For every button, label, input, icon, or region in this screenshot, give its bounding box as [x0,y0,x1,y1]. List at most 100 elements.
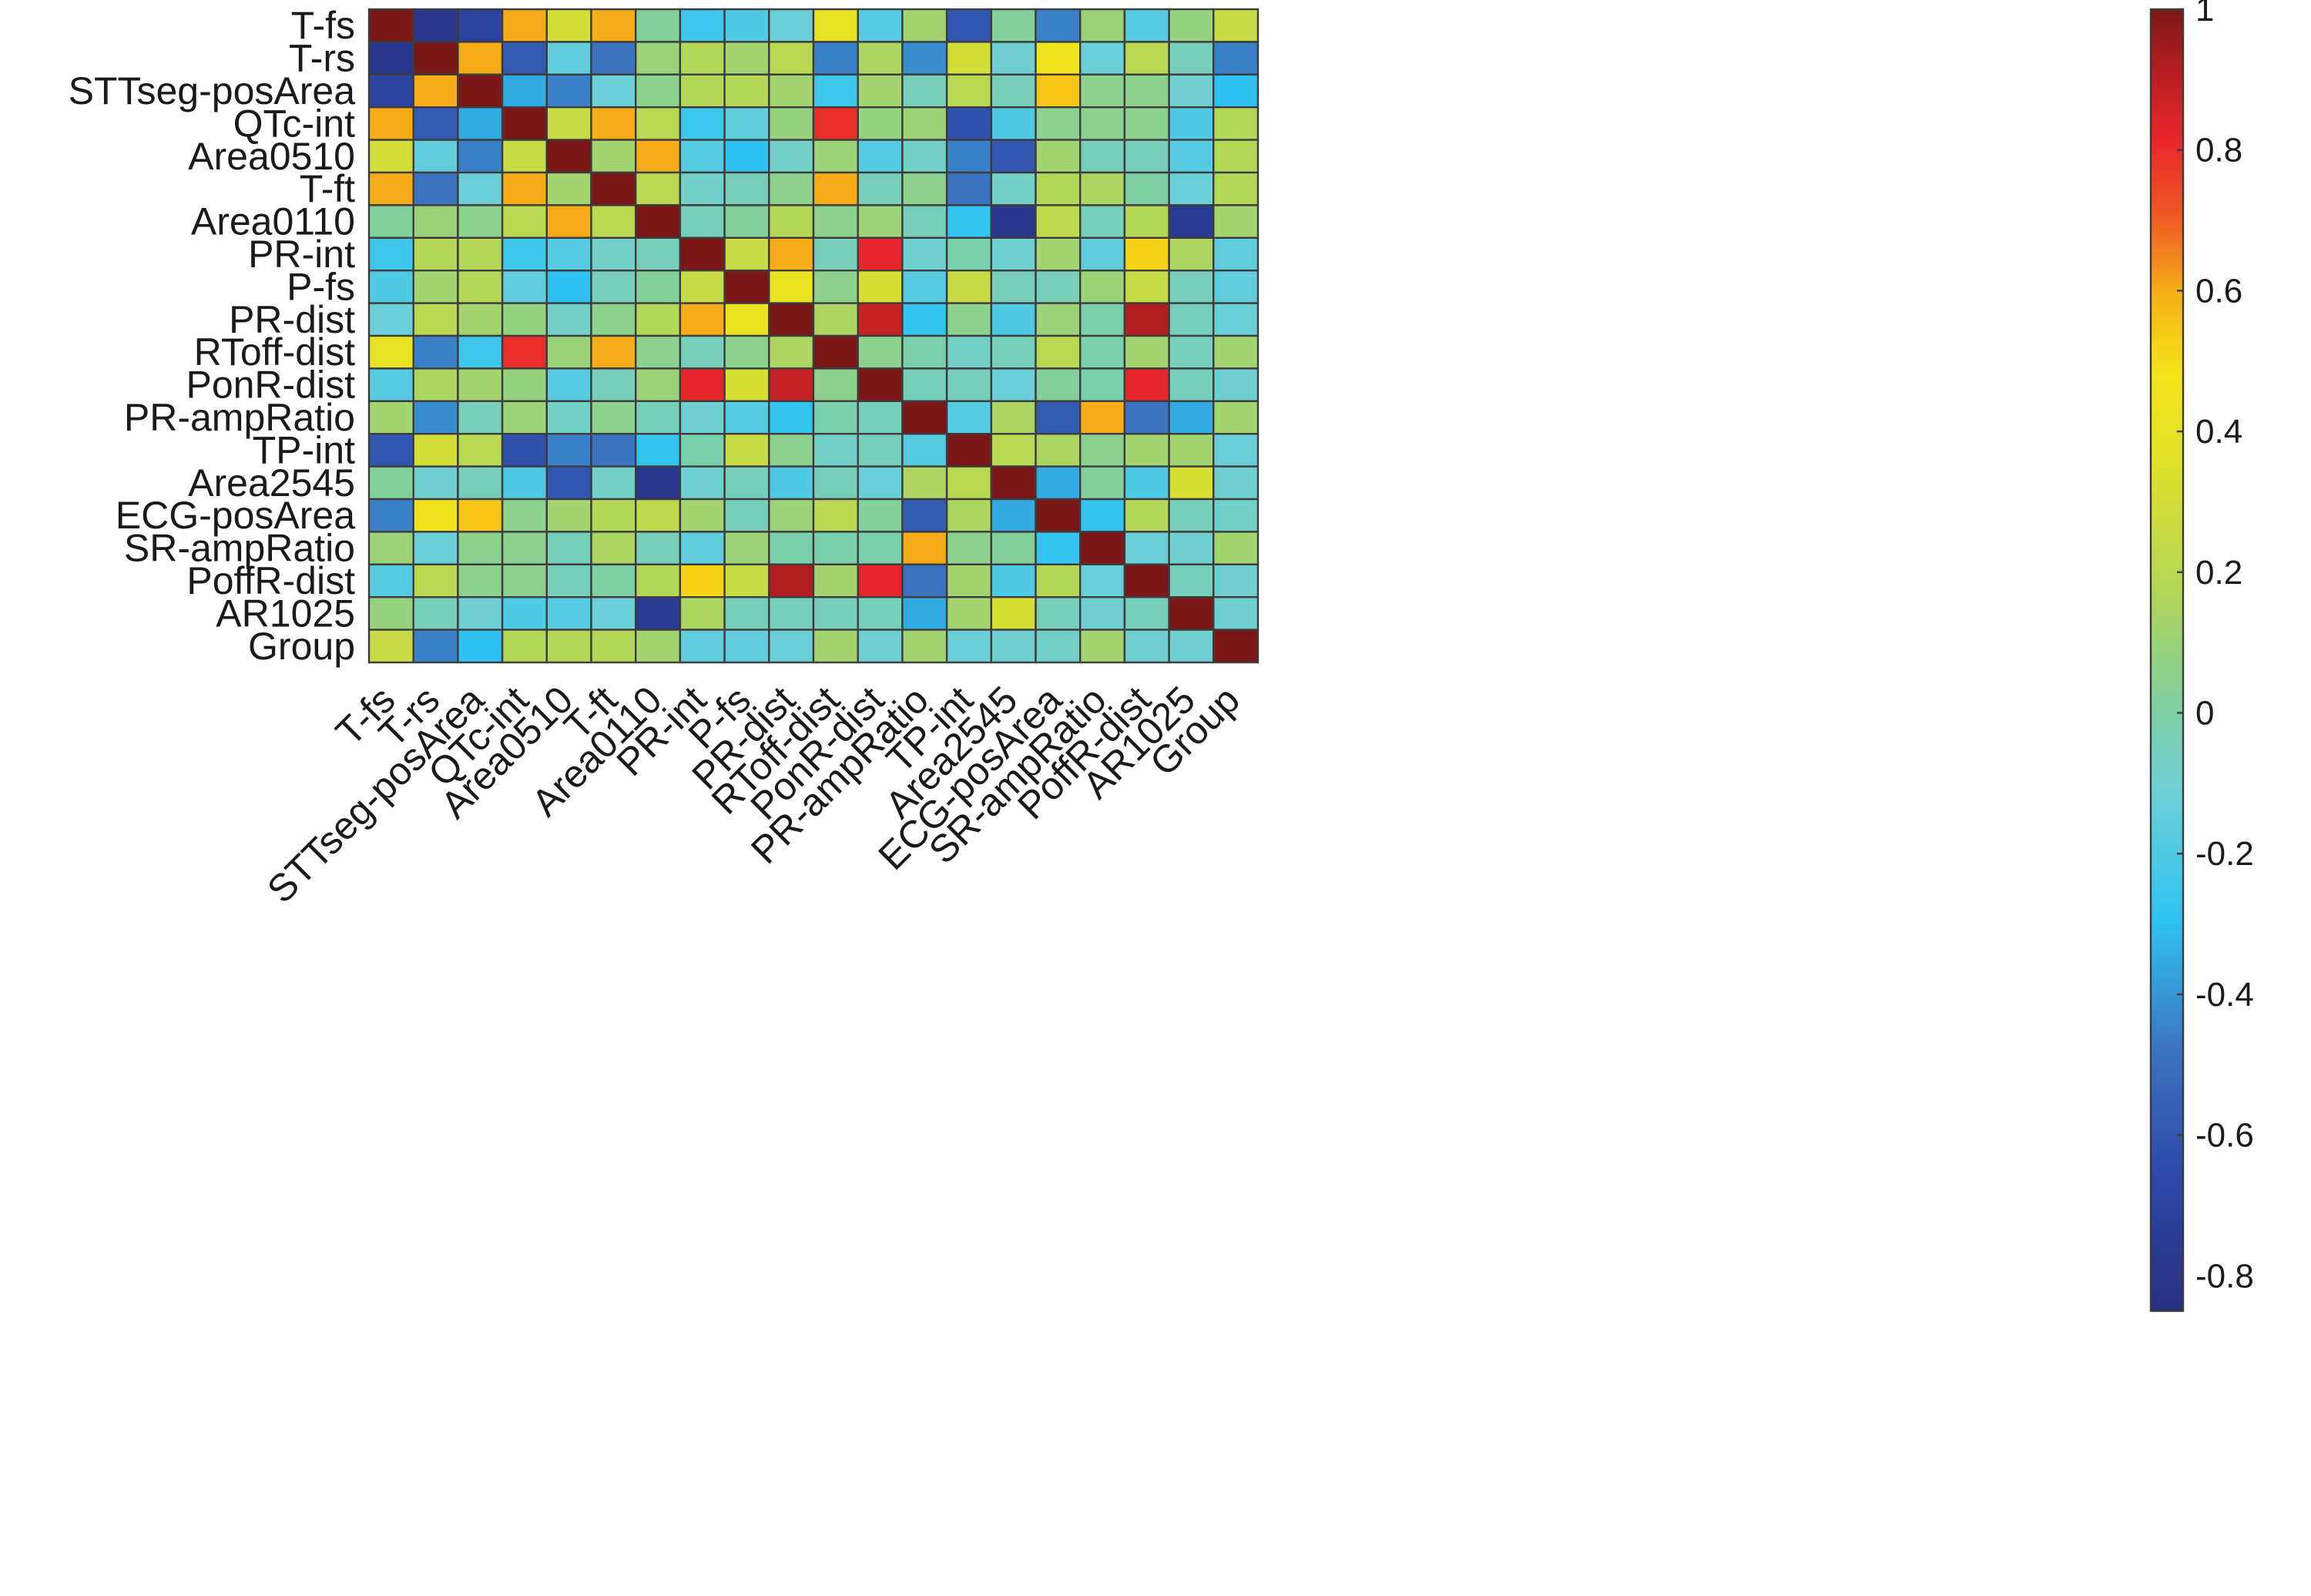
colorbar-tick-label: 0.4 [2195,413,2242,451]
heatmap-cell [945,465,992,501]
heatmap-cell [1035,367,1082,402]
heatmap-cell [679,139,726,174]
heatmap-cell [945,334,992,370]
colorbar: 1 0.8 0.6 0.4 0.2 0 -0.2 -0.4 -0.6 -0.8 [2149,0,2254,1313]
heatmap-cell [545,41,592,76]
heatmap-cell [590,400,637,435]
row-label: PR-int [248,233,355,276]
heatmap-cell [590,171,637,206]
heatmap-cell [768,204,815,239]
heatmap-cell [945,596,992,631]
heatmap-cell [457,400,504,435]
heatmap-cell [412,41,459,76]
heatmap-cell [1123,563,1170,598]
heatmap-cell [590,334,637,370]
heatmap-cell [412,400,459,435]
heatmap-cell [1168,629,1215,664]
heatmap-cell [501,236,548,272]
heatmap-cell [945,563,992,598]
heatmap-cell [635,400,682,435]
heatmap-cell [1078,433,1126,468]
heatmap-cell [457,302,504,337]
heatmap-cell [457,270,504,304]
heatmap-cell [1078,596,1126,631]
heatmap-cell [945,236,992,272]
heatmap-cell [1078,563,1126,598]
heatmap-cell [679,531,726,566]
row-label: T-ft [300,167,355,210]
heatmap-cell [412,334,459,370]
heatmap-cell [768,465,815,501]
heatmap-cell [635,204,682,239]
heatmap-cell [768,334,815,370]
heatmap-cell [723,139,770,174]
heatmap-cell [545,498,592,533]
heatmap-cell [590,236,637,272]
heatmap-cell [679,367,726,402]
heatmap-cell [635,629,682,664]
heatmap-cell [1123,8,1170,43]
heatmap-cell [857,270,904,304]
heatmap-cell [723,41,770,76]
heatmap-cell [901,106,948,141]
heatmap-cell [457,531,504,566]
heatmap-cell [990,596,1037,631]
heatmap-cell [1035,139,1082,174]
heatmap-cell [812,41,859,76]
heatmap-cell [990,629,1037,664]
heatmap-cell [723,465,770,501]
heatmap-cell [812,629,859,664]
heatmap-cell [412,171,459,206]
heatmap-cell [1213,41,1259,76]
heatmap-cell [367,498,414,533]
heatmap-cell [990,498,1037,533]
heatmap-cell [1078,8,1126,43]
heatmap-cell [1123,139,1170,174]
heatmap-cell [945,400,992,435]
heatmap-cell [768,433,815,468]
row-labels: T-fsT-rsSTTseg-posAreaQTc-intArea0510T-f… [69,4,356,668]
heatmap-cell [501,204,548,239]
heatmap-cell [412,106,459,141]
heatmap-cell [812,236,859,272]
heatmap-cell [679,236,726,272]
heatmap-cell [812,400,859,435]
row-label: ECG-posArea [116,494,355,537]
colorbar-tick-label: -0.6 [2195,1117,2254,1155]
column-labels: T-fsT-rsSTTseg-posAreaQTc-intArea0510T-f… [259,678,1248,911]
heatmap-cell [812,73,859,109]
heatmap-cell [768,73,815,109]
heatmap-cell [1078,41,1126,76]
heatmap-cell [1035,41,1082,76]
heatmap-cell [857,302,904,337]
heatmap-cell [1123,270,1170,304]
heatmap-cell [812,367,859,402]
heatmap-cell [590,106,637,141]
row-label: PR-dist [229,298,355,341]
heatmap-cell [679,8,726,43]
heatmap-cell [635,302,682,337]
heatmap-cell [457,171,504,206]
heatmap-cell [1035,531,1082,566]
heatmap-cell [1213,139,1259,174]
heatmap-cell [901,73,948,109]
row-label: PonR-dist [186,364,355,407]
heatmap-cell [812,106,859,141]
heatmap-cell [501,139,548,174]
heatmap-cell [1078,171,1126,206]
heatmap-cell [1213,204,1259,239]
heatmap-cell [635,8,682,43]
heatmap-cell [501,531,548,566]
heatmap-cell [545,629,592,664]
heatmap-cell [945,106,992,141]
heatmap-cell [545,433,592,468]
heatmap-cell [901,367,948,402]
heatmap-cell [768,563,815,598]
row-label: QTc-int [233,102,355,145]
heatmap-cell [545,302,592,337]
heatmap-cell [1123,596,1170,631]
heatmap-cell [1035,563,1082,598]
heatmap-cell [1213,73,1259,109]
heatmap-cell [1035,334,1082,370]
heatmap-cell [723,73,770,109]
